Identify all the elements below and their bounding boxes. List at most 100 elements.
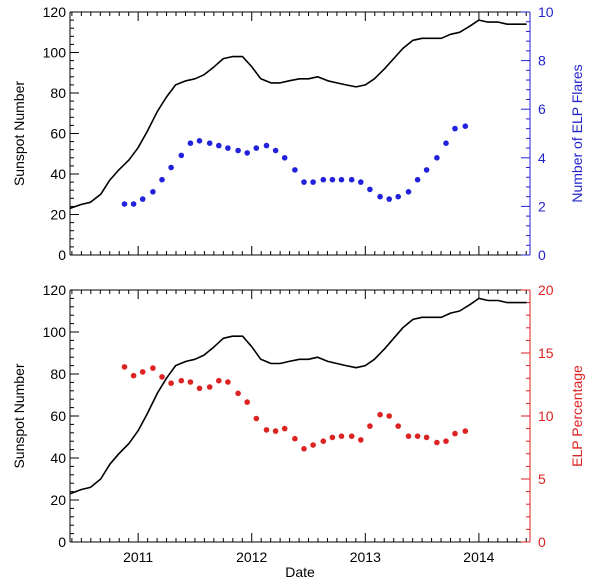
data-point (292, 167, 298, 173)
data-point (187, 379, 194, 385)
data-point (121, 201, 128, 207)
y-tick-label: 120 (43, 4, 67, 20)
y2-tick-label: 8 (538, 53, 546, 69)
data-point (452, 430, 458, 437)
data-point (434, 439, 440, 446)
y-tick-label: 60 (50, 408, 66, 424)
y-tick-label: 0 (58, 534, 66, 550)
data-point (443, 438, 449, 445)
data-point (443, 140, 449, 146)
y-tick-label: 100 (43, 324, 67, 340)
y-tick-label: 80 (50, 366, 66, 382)
data-point (301, 446, 307, 452)
y2-tick-label: 5 (538, 471, 546, 487)
data-point (367, 423, 373, 429)
data-point (121, 364, 128, 370)
data-point (292, 435, 298, 442)
data-point (462, 123, 469, 129)
data-point (310, 179, 316, 185)
y2-axis-title: ELP Percentage (569, 365, 585, 467)
x-axis-title: Date (285, 564, 315, 580)
y2-tick-label: 0 (538, 534, 546, 550)
data-point (272, 428, 279, 434)
y-tick-label: 0 (58, 247, 66, 263)
data-point (159, 374, 165, 380)
y-axis-title: Sunspot Number (11, 81, 27, 186)
data-point (377, 193, 383, 200)
data-point (423, 167, 430, 173)
data-point (405, 433, 412, 440)
data-point (405, 189, 412, 195)
sunspot-line (69, 297, 527, 495)
data-point (310, 442, 316, 448)
data-point (272, 147, 279, 154)
x-tick-label: 2012 (236, 549, 267, 565)
data-point (168, 164, 174, 171)
data-point (281, 425, 288, 432)
y2-tick-label: 10 (538, 4, 554, 20)
sunspot-line (69, 19, 527, 210)
data-point (178, 377, 185, 384)
data-point (358, 179, 364, 185)
data-point (338, 176, 345, 183)
data-point (244, 150, 250, 156)
data-point (462, 428, 469, 434)
data-point (235, 147, 241, 154)
data-point (216, 377, 222, 384)
data-point (395, 193, 402, 200)
y-tick-label: 40 (50, 166, 66, 182)
data-point (225, 145, 231, 151)
data-point (196, 138, 203, 144)
data-point (377, 411, 383, 418)
y-tick-label: 120 (43, 282, 67, 298)
data-point (244, 399, 250, 405)
data-point (150, 189, 156, 195)
data-point (348, 433, 355, 440)
data-point (139, 196, 146, 202)
y-tick-label: 100 (43, 45, 67, 61)
data-point (206, 384, 213, 390)
data-point (329, 176, 336, 183)
y-tick-label: 20 (50, 492, 66, 508)
data-point (386, 413, 393, 419)
y-tick-label: 80 (50, 85, 66, 101)
data-point (139, 369, 146, 375)
data-point (434, 155, 440, 161)
data-point (206, 140, 213, 146)
x-tick-label: 2014 (463, 549, 494, 565)
data-point (159, 176, 165, 183)
data-point (253, 145, 260, 151)
data-point (150, 365, 156, 371)
data-point (130, 201, 137, 207)
data-point (130, 372, 137, 379)
data-point (358, 437, 364, 443)
data-point (395, 423, 402, 429)
y2-tick-label: 2 (538, 198, 546, 214)
y-axis-title: Sunspot Number (11, 363, 27, 468)
data-point (263, 427, 270, 433)
chart-panel-2: 2011 2012 2013 2014 0 20 40 60 80 100 120 0 5 10 15 20 S… (11, 282, 585, 580)
data-point (235, 390, 241, 397)
data-point (281, 155, 288, 161)
y-tick-label: 40 (50, 450, 66, 466)
y-tick-label: 60 (50, 126, 66, 142)
data-point (338, 433, 345, 440)
data-point (178, 152, 185, 159)
data-point (225, 379, 231, 385)
y2-axis-title: Number of ELP Flares (569, 64, 585, 202)
data-point (187, 140, 194, 146)
x-tick-label: 2013 (350, 549, 381, 565)
x-tick-label: 2011 (123, 549, 153, 565)
data-point (414, 433, 421, 440)
y-tick-label: 20 (50, 207, 66, 223)
data-point (168, 380, 174, 387)
data-point (386, 196, 393, 202)
data-point (196, 385, 203, 392)
data-point (320, 176, 327, 183)
data-point (301, 179, 307, 185)
data-point (216, 142, 222, 149)
data-point (329, 434, 336, 441)
y2-tick-label: 4 (538, 150, 546, 166)
y2-tick-label: 20 (538, 282, 554, 298)
